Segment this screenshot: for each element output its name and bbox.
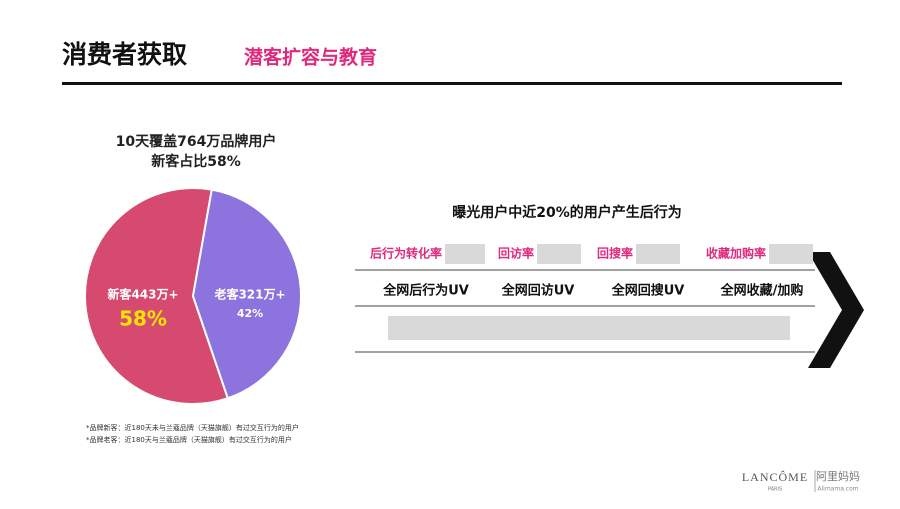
redacted-bar [388,316,790,340]
slide-subtitle: 潜客扩容与教育 [244,46,377,69]
redacted-value [537,244,582,264]
chevron-arrow [808,252,864,368]
flow-title: 曝光用户中近20%的用户产生后行为 [452,204,682,221]
metric-label: 后行为转化率 [370,246,442,261]
metric-label: 收藏加购率 [706,246,766,261]
pie-slice [191,188,302,400]
partner-sub: Alimama.com [817,486,858,493]
redacted-value [636,244,681,264]
step-label: 全网收藏/加购 [720,283,804,299]
step-label: 全网后行为UV [382,283,469,299]
chart-title: 10天覆盖764万品牌用户 [116,133,277,150]
brand-sub: PARIS [768,487,782,493]
footnote: *品牌老客：近180天与兰蔻品牌（天猫旗舰）有过交互行为的用户 [86,435,292,444]
step-label: 全网回搜UV [611,283,685,299]
header-rule [62,82,842,85]
metric-label: 回访率 [498,246,534,261]
redacted-value [769,244,814,264]
slice-value: 58% [119,307,167,331]
footnote: *品牌新客：近180天未与兰蔻品牌（天猫旗舰）有过交互行为的用户 [86,423,299,432]
pie-slice [84,187,230,405]
chart-subtitle: 新客占比58% [151,153,241,170]
brand-logo: LANCÔME [742,470,808,484]
slice-label: 新客443万+ [107,287,178,302]
redacted-value [445,244,486,264]
slice-label: 老客321万+ [214,287,285,302]
step-label: 全网回访UV [501,283,575,299]
partner-logo: 阿里妈妈 [816,469,860,483]
metric-label: 回搜率 [597,246,633,261]
slide-title: 消费者获取 [62,40,187,69]
slice-value: 42% [237,307,263,320]
